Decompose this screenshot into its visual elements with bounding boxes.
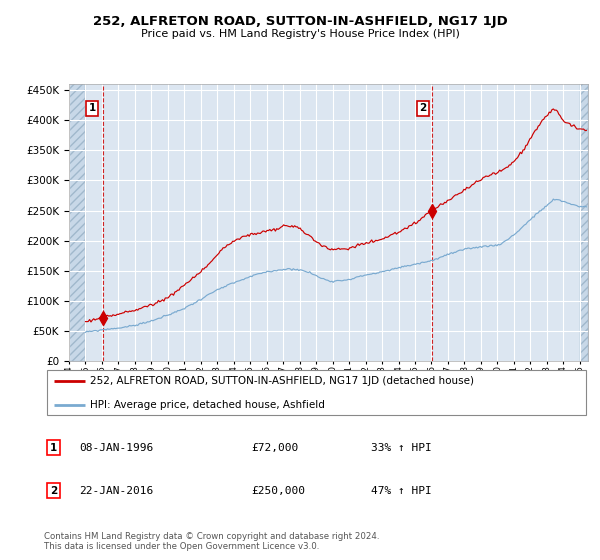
Text: 22-JAN-2016: 22-JAN-2016 [79, 486, 154, 496]
Text: 1: 1 [50, 443, 57, 453]
Text: 2: 2 [50, 486, 57, 496]
Text: Price paid vs. HM Land Registry's House Price Index (HPI): Price paid vs. HM Land Registry's House … [140, 29, 460, 39]
Text: Contains HM Land Registry data © Crown copyright and database right 2024.
This d: Contains HM Land Registry data © Crown c… [44, 532, 379, 552]
Text: £250,000: £250,000 [251, 486, 305, 496]
Text: 08-JAN-1996: 08-JAN-1996 [79, 443, 154, 453]
Text: 252, ALFRETON ROAD, SUTTON-IN-ASHFIELD, NG17 1JD: 252, ALFRETON ROAD, SUTTON-IN-ASHFIELD, … [92, 15, 508, 28]
Text: 2: 2 [419, 103, 427, 113]
Text: 252, ALFRETON ROAD, SUTTON-IN-ASHFIELD, NG17 1JD (detached house): 252, ALFRETON ROAD, SUTTON-IN-ASHFIELD, … [90, 376, 474, 386]
Text: 33% ↑ HPI: 33% ↑ HPI [371, 443, 432, 453]
Text: HPI: Average price, detached house, Ashfield: HPI: Average price, detached house, Ashf… [90, 400, 325, 410]
FancyBboxPatch shape [47, 370, 586, 415]
Text: 47% ↑ HPI: 47% ↑ HPI [371, 486, 432, 496]
Text: £72,000: £72,000 [251, 443, 299, 453]
Text: 1: 1 [88, 103, 95, 113]
